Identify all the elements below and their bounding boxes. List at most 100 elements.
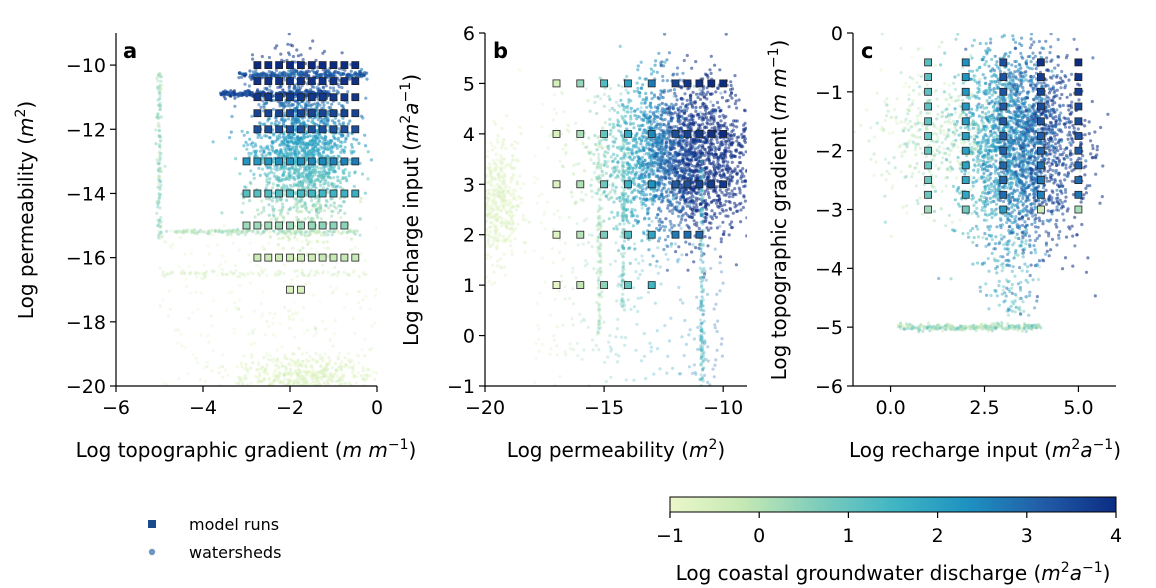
watershed-point xyxy=(194,272,198,276)
watershed-point xyxy=(352,137,356,141)
watershed-point xyxy=(324,364,329,368)
watershed-point xyxy=(341,177,345,181)
watershed-point xyxy=(293,269,297,273)
watershed-point xyxy=(157,73,161,77)
watershed-point xyxy=(659,209,663,213)
watershed-point xyxy=(269,170,273,174)
watershed-point xyxy=(203,271,207,275)
watershed-point xyxy=(651,254,655,258)
watershed-point xyxy=(295,381,299,385)
watershed-point xyxy=(332,332,336,336)
watershed-point xyxy=(653,63,657,67)
watershed-point xyxy=(178,236,183,240)
y-tick-label: −18 xyxy=(66,312,106,334)
watershed-point xyxy=(319,233,324,237)
watershed-point xyxy=(156,124,160,128)
watershed-point xyxy=(305,135,309,139)
watershed-point xyxy=(290,278,294,282)
watershed-point xyxy=(300,210,304,214)
watershed-point xyxy=(337,378,341,382)
model-run-square xyxy=(253,93,262,102)
watershed-point xyxy=(157,175,161,179)
watershed-point xyxy=(273,378,277,382)
watershed-point xyxy=(745,234,747,238)
watershed-point xyxy=(658,236,662,240)
watershed-point xyxy=(257,371,261,375)
watershed-point xyxy=(310,85,314,89)
watershed-point xyxy=(296,206,300,210)
watershed-point xyxy=(158,156,163,160)
watershed-point xyxy=(596,136,600,140)
watershed-point xyxy=(680,217,684,221)
watershed-point xyxy=(657,142,661,147)
watershed-point xyxy=(279,380,283,384)
watershed-point xyxy=(631,138,635,143)
watershed-point xyxy=(313,325,318,329)
watershed-point xyxy=(720,208,724,212)
watershed-point xyxy=(159,216,163,220)
watershed-point xyxy=(727,233,731,237)
watershed-point xyxy=(609,196,613,200)
watershed-point xyxy=(294,363,298,368)
watershed-point xyxy=(293,235,297,239)
watershed-point xyxy=(327,167,331,171)
watershed-point xyxy=(587,151,592,155)
watershed-point xyxy=(696,112,701,116)
model-run-square xyxy=(329,157,338,166)
watershed-point xyxy=(304,371,309,376)
watershed-point xyxy=(335,374,340,378)
watershed-point xyxy=(302,132,306,136)
watershed-point xyxy=(240,129,244,133)
watershed-point xyxy=(303,380,307,384)
watershed-point xyxy=(244,366,248,370)
watershed-point xyxy=(309,232,313,236)
watershed-point xyxy=(348,230,352,234)
watershed-point xyxy=(325,240,329,244)
watershed-point xyxy=(288,368,292,372)
watershed-point xyxy=(298,249,302,253)
watershed-point xyxy=(257,166,261,170)
watershed-point xyxy=(730,225,735,230)
watershed-point xyxy=(287,230,292,234)
watershed-point xyxy=(300,205,304,209)
watershed-point xyxy=(230,230,234,234)
watershed-point xyxy=(238,91,242,95)
watershed-point xyxy=(738,188,742,192)
watershed-point xyxy=(319,119,323,123)
watershed-point xyxy=(322,209,326,213)
watershed-point xyxy=(252,272,256,276)
watershed-point xyxy=(358,217,362,221)
watershed-point xyxy=(292,380,296,384)
watershed-point xyxy=(199,230,203,234)
watershed-point xyxy=(609,155,613,159)
watershed-point xyxy=(315,230,319,234)
watershed-point xyxy=(326,254,330,258)
watershed-point xyxy=(738,191,742,195)
watershed-point xyxy=(328,145,332,149)
watershed-point xyxy=(687,172,691,177)
watershed-point xyxy=(306,371,310,375)
watershed-point xyxy=(277,176,281,180)
watershed-point xyxy=(351,230,356,234)
model-run-square xyxy=(329,61,338,69)
watershed-point xyxy=(260,268,264,272)
watershed-point xyxy=(332,86,336,90)
watershed-point xyxy=(702,275,706,279)
watershed-point xyxy=(641,131,645,135)
model-run-square xyxy=(264,61,273,69)
watershed-point xyxy=(338,364,342,368)
watershed-point xyxy=(268,177,272,181)
watershed-point xyxy=(265,183,269,187)
watershed-point xyxy=(329,197,333,201)
watershed-point xyxy=(323,72,327,76)
watershed-point xyxy=(158,187,162,191)
watershed-point xyxy=(158,101,162,105)
watershed-point xyxy=(295,48,299,52)
watershed-point xyxy=(307,240,311,244)
watershed-point xyxy=(157,104,161,108)
watershed-point xyxy=(277,371,281,375)
watershed-point xyxy=(273,312,277,316)
model-run-square xyxy=(351,61,360,69)
watershed-point xyxy=(715,226,720,230)
model-run-square xyxy=(351,93,360,102)
